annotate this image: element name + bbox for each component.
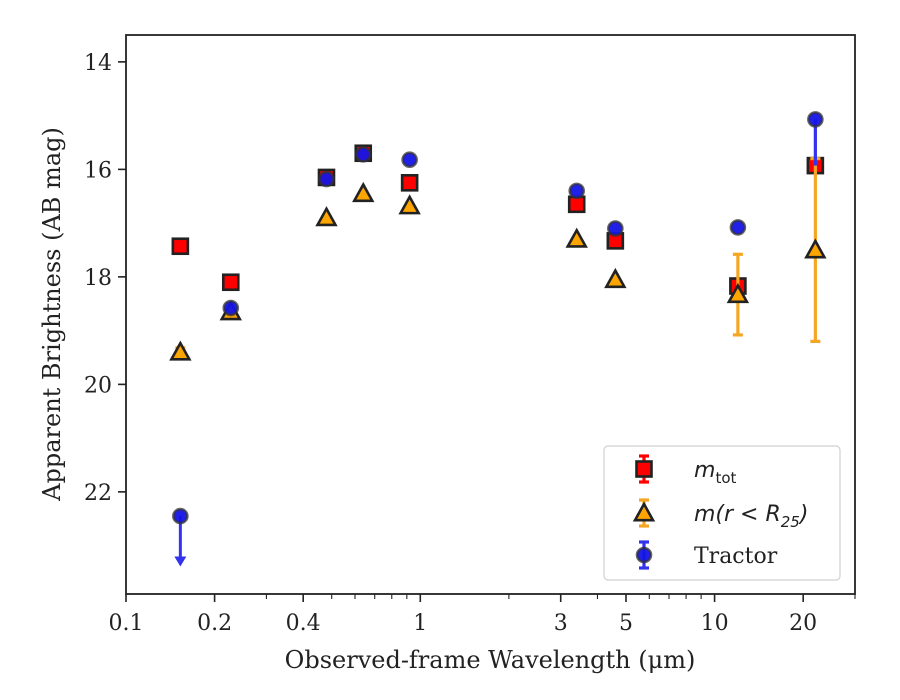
y-tick-label-0: 14 bbox=[84, 51, 112, 76]
x-tick-label-5: 5 bbox=[619, 611, 633, 636]
series-2-point-8 bbox=[807, 111, 824, 128]
series-2-point-1 bbox=[222, 299, 240, 317]
y-tick-label-2: 18 bbox=[84, 266, 112, 291]
data-marks bbox=[169, 111, 827, 567]
series-2-point-4 bbox=[401, 151, 418, 168]
series-0-point-1 bbox=[221, 273, 240, 292]
legend-0-label: mtot bbox=[694, 458, 736, 487]
y-axis-label: Apparent Brightness (AB mag) bbox=[38, 127, 66, 502]
series-1-point-8 bbox=[804, 238, 827, 259]
legend-1-marker bbox=[632, 501, 656, 522]
x-tick-label-6: 10 bbox=[701, 611, 729, 636]
series-0-point-4 bbox=[400, 174, 419, 192]
y-tick-label-3: 20 bbox=[84, 373, 112, 398]
x-axis-label: Observed-frame Wavelength (μm) bbox=[285, 646, 696, 674]
x-tick-label-1: 0.2 bbox=[197, 611, 232, 636]
series-2-point-0 bbox=[172, 507, 189, 525]
x-tick-label-3: 1 bbox=[413, 611, 427, 636]
legend-2-marker bbox=[635, 546, 653, 564]
series-1-point-3 bbox=[352, 181, 375, 203]
series-1-point-7 bbox=[726, 282, 750, 304]
series-1-point-2 bbox=[315, 206, 338, 227]
y-tick-label-1: 16 bbox=[84, 158, 112, 183]
series-2-point-5 bbox=[568, 182, 586, 200]
series-1-point-4 bbox=[398, 194, 421, 215]
series-2-point-2 bbox=[318, 170, 335, 188]
legend-2-label: Tractor bbox=[694, 544, 778, 569]
legend-0-marker bbox=[635, 460, 653, 478]
series-2-point-7 bbox=[729, 219, 747, 236]
series-1-point-0 bbox=[169, 340, 192, 361]
x-tick-label-2: 0.4 bbox=[286, 611, 321, 636]
series-2-point-3 bbox=[354, 146, 372, 163]
legend-1-label: m(r < R25) bbox=[694, 502, 808, 531]
series-0-point-0 bbox=[171, 237, 190, 256]
series-2-point-6 bbox=[607, 220, 624, 237]
series-1-point-6 bbox=[604, 267, 627, 289]
y-tick-label-4: 22 bbox=[84, 481, 112, 506]
x-tick-label-7: 20 bbox=[789, 611, 817, 636]
legend: mtot m(r < R25) Tractor bbox=[603, 445, 841, 581]
series-1-point-5 bbox=[565, 227, 588, 248]
x-axis-ticks: 0.1 0.2 0.4 1 3 5 10 20 bbox=[109, 594, 856, 636]
series-2 bbox=[172, 111, 824, 567]
x-tick-label-4: 3 bbox=[554, 611, 568, 636]
legend-box bbox=[603, 445, 841, 581]
x-tick-label-0: 0.1 bbox=[109, 611, 144, 636]
series-2-point-0-limit-arrow bbox=[174, 556, 187, 567]
y-axis-ticks: 14 16 18 20 22 bbox=[84, 51, 126, 506]
series-1 bbox=[169, 157, 827, 361]
